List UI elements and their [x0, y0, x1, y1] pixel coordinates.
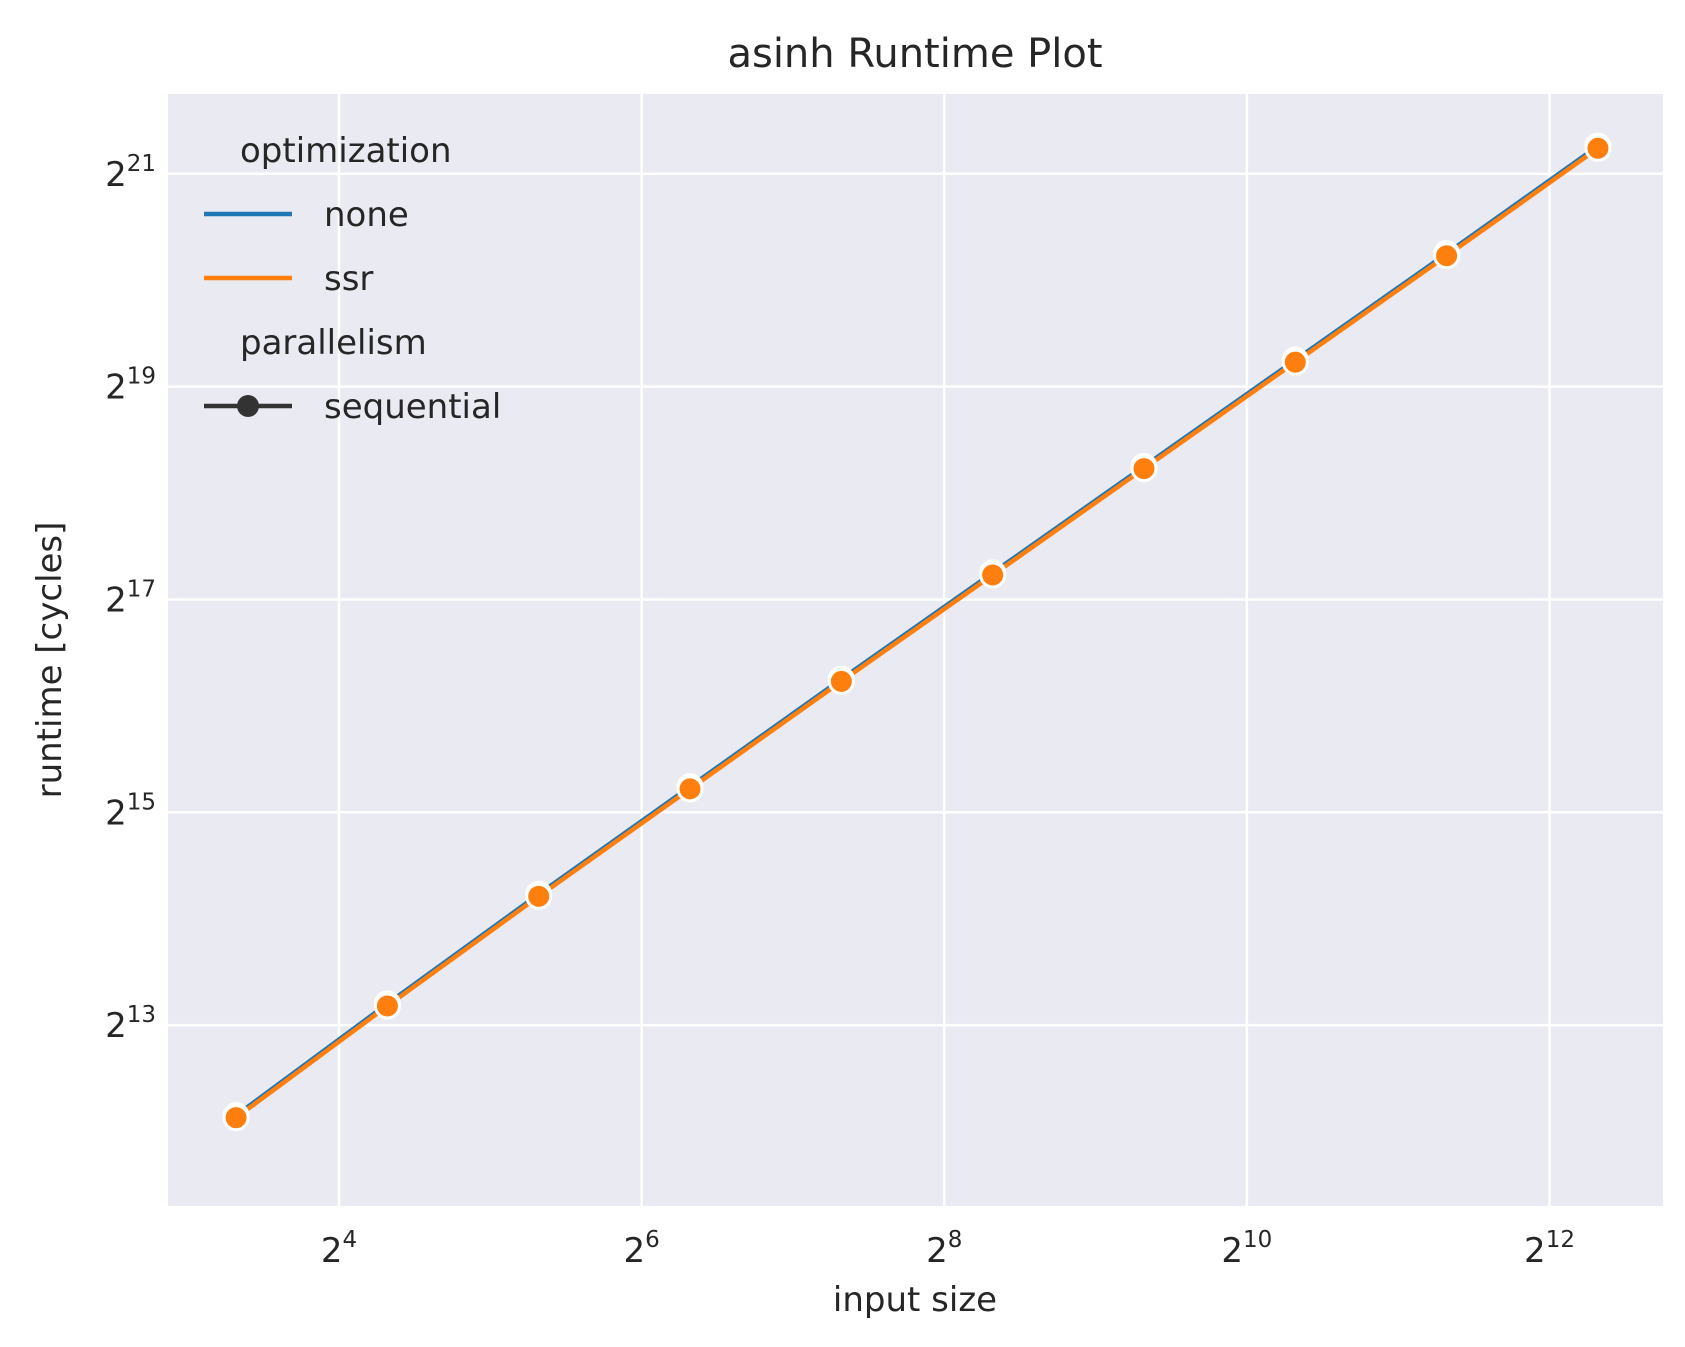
x-tick-exponent: 12 — [1546, 1227, 1575, 1253]
x-tick-base: 2 — [623, 1231, 645, 1271]
y-tick-label: 221 — [105, 151, 156, 195]
data-point-ssr — [827, 667, 855, 695]
y-tick-base: 2 — [105, 368, 127, 408]
y-tick-label: 217 — [105, 576, 156, 620]
x-tick-label: 24 — [321, 1227, 357, 1271]
series-line-ssr — [233, 146, 1601, 1120]
x-tick-label: 26 — [623, 1227, 659, 1271]
x-tick-exponent: 10 — [1243, 1227, 1272, 1253]
legend-marker-sequential — [237, 395, 259, 417]
y-tick-label: 215 — [105, 789, 156, 833]
x-tick-exponent: 6 — [645, 1227, 660, 1253]
data-point-ssr — [1130, 455, 1158, 483]
data-point-ssr — [979, 561, 1007, 589]
legend-group-title: optimization — [240, 131, 452, 171]
data-point-ssr — [1433, 242, 1461, 270]
series-layer — [222, 132, 1612, 1132]
data-point-ssr — [373, 992, 401, 1020]
y-tick-base: 2 — [105, 580, 127, 620]
y-axis-label: runtime [cycles] — [30, 522, 70, 799]
y-tick-exponent: 19 — [127, 364, 156, 390]
y-tick-exponent: 13 — [127, 1002, 156, 1028]
legend-group-title: parallelism — [240, 323, 427, 363]
data-point-ssr — [676, 775, 704, 803]
legend-label-sequential: sequential — [324, 387, 501, 427]
y-tick-exponent: 21 — [127, 151, 156, 177]
x-tick-exponent: 8 — [948, 1227, 963, 1253]
y-tick-label: 213 — [105, 1002, 156, 1046]
x-tick-base: 2 — [321, 1231, 343, 1271]
data-point-ssr — [1281, 348, 1309, 376]
data-point-ssr — [222, 1104, 250, 1132]
x-axis-label: input size — [833, 1280, 997, 1320]
x-tick-base: 2 — [1524, 1231, 1546, 1271]
grid-lines — [168, 94, 1663, 1206]
legend-label-ssr: ssr — [324, 259, 373, 299]
y-tick-base: 2 — [105, 793, 127, 833]
x-tick-base: 2 — [1221, 1231, 1243, 1271]
y-tick-base: 2 — [105, 155, 127, 195]
y-tick-exponent: 15 — [127, 789, 156, 815]
x-tick-label: 210 — [1221, 1227, 1272, 1271]
x-tick-exponent: 4 — [342, 1227, 357, 1253]
data-point-ssr — [525, 882, 553, 910]
x-tick-label: 28 — [926, 1227, 962, 1271]
chart-title: asinh Runtime Plot — [727, 31, 1102, 77]
x-tick-label: 212 — [1524, 1227, 1575, 1271]
data-point-ssr — [1584, 134, 1612, 162]
y-tick-base: 2 — [105, 1006, 127, 1046]
y-tick-label: 219 — [105, 364, 156, 408]
x-tick-base: 2 — [926, 1231, 948, 1271]
x-axis-ticks: 24 26 28 210 212 — [321, 1227, 1575, 1271]
legend-label-none: none — [324, 195, 409, 235]
legend: optimization none ssr parallelism sequential — [204, 131, 501, 427]
y-tick-exponent: 17 — [127, 576, 156, 602]
